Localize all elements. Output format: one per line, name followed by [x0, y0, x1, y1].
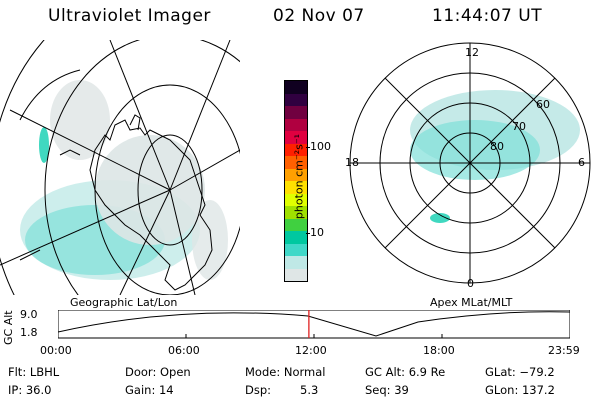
gc-alt-info: GC Alt: 6.9 Re	[365, 365, 446, 379]
timeline-tick-3: 18:00	[423, 344, 455, 357]
colorbar-segment	[285, 143, 307, 156]
mlt-label-0: 0	[467, 277, 474, 290]
colorbar-segment	[285, 193, 307, 206]
colorbar-segment	[285, 181, 307, 194]
date-label: 02 Nov 07	[273, 6, 365, 26]
mlt-label-12: 12	[465, 46, 479, 59]
colorbar-segment	[285, 118, 307, 131]
colorbar-tick-100: 100	[310, 140, 331, 153]
mlat-label-60: 60	[536, 98, 550, 111]
timeline-tick-1: 06:00	[168, 344, 200, 357]
colorbar-segment	[285, 268, 307, 281]
timeline-y-bottom: 1.8	[20, 326, 38, 339]
colorbar-segment	[285, 168, 307, 181]
mlt-label-18: 18	[345, 156, 359, 169]
colorbar-segment	[285, 93, 307, 106]
timeline-plot	[58, 310, 570, 339]
colorbar-segment	[285, 81, 307, 94]
colorbar: photon cm⁻²s⁻¹ 100 10	[262, 76, 332, 282]
colorbar-segment	[285, 156, 307, 169]
mlt-label-6: 6	[578, 156, 585, 169]
colorbar-gradient	[284, 80, 308, 282]
glat-info: GLat: −79.2	[485, 365, 555, 379]
ip-info: IP: 36.0	[8, 383, 52, 397]
seq-info: Seq: 39	[365, 383, 409, 397]
timeline-tick-2: 12:00	[295, 344, 327, 357]
timeline-y-label: GC Alt	[2, 310, 15, 345]
colorbar-segment	[285, 218, 307, 231]
polar-plot	[349, 42, 591, 284]
colorbar-segment	[285, 106, 307, 119]
colorbar-segment	[285, 243, 307, 256]
glon-info: GLon: 137.2	[485, 383, 555, 397]
time-label: 11:44:07 UT	[432, 6, 543, 26]
gain-info: Gain: 14	[125, 383, 174, 397]
filter-info: Flt: LBHL	[8, 365, 60, 379]
dsp-info-label: Dsp:	[245, 383, 272, 397]
geographic-map	[0, 40, 240, 295]
colorbar-segment	[285, 231, 307, 244]
apex-panel-label: Apex MLat/MLT	[430, 296, 513, 309]
door-info: Door: Open	[125, 365, 191, 379]
geographic-panel-label: Geographic Lat/Lon	[70, 296, 178, 309]
mode-info: Mode: Normal	[245, 365, 326, 379]
mlat-label-70: 70	[512, 120, 526, 133]
colorbar-unit-label: photon cm⁻²s⁻¹	[292, 133, 306, 220]
dsp-info-value: 5.3	[300, 383, 319, 397]
timeline-tick-4: 23:59	[548, 344, 580, 357]
colorbar-segment	[285, 131, 307, 144]
instrument-title: Ultraviolet Imager	[48, 6, 211, 26]
timeline-y-top: 9.0	[20, 308, 38, 321]
colorbar-segment	[285, 206, 307, 219]
colorbar-tick-10: 10	[310, 226, 324, 239]
timeline-tick-0: 00:00	[40, 344, 72, 357]
mlat-label-80: 80	[490, 140, 504, 153]
colorbar-segment	[285, 256, 307, 269]
